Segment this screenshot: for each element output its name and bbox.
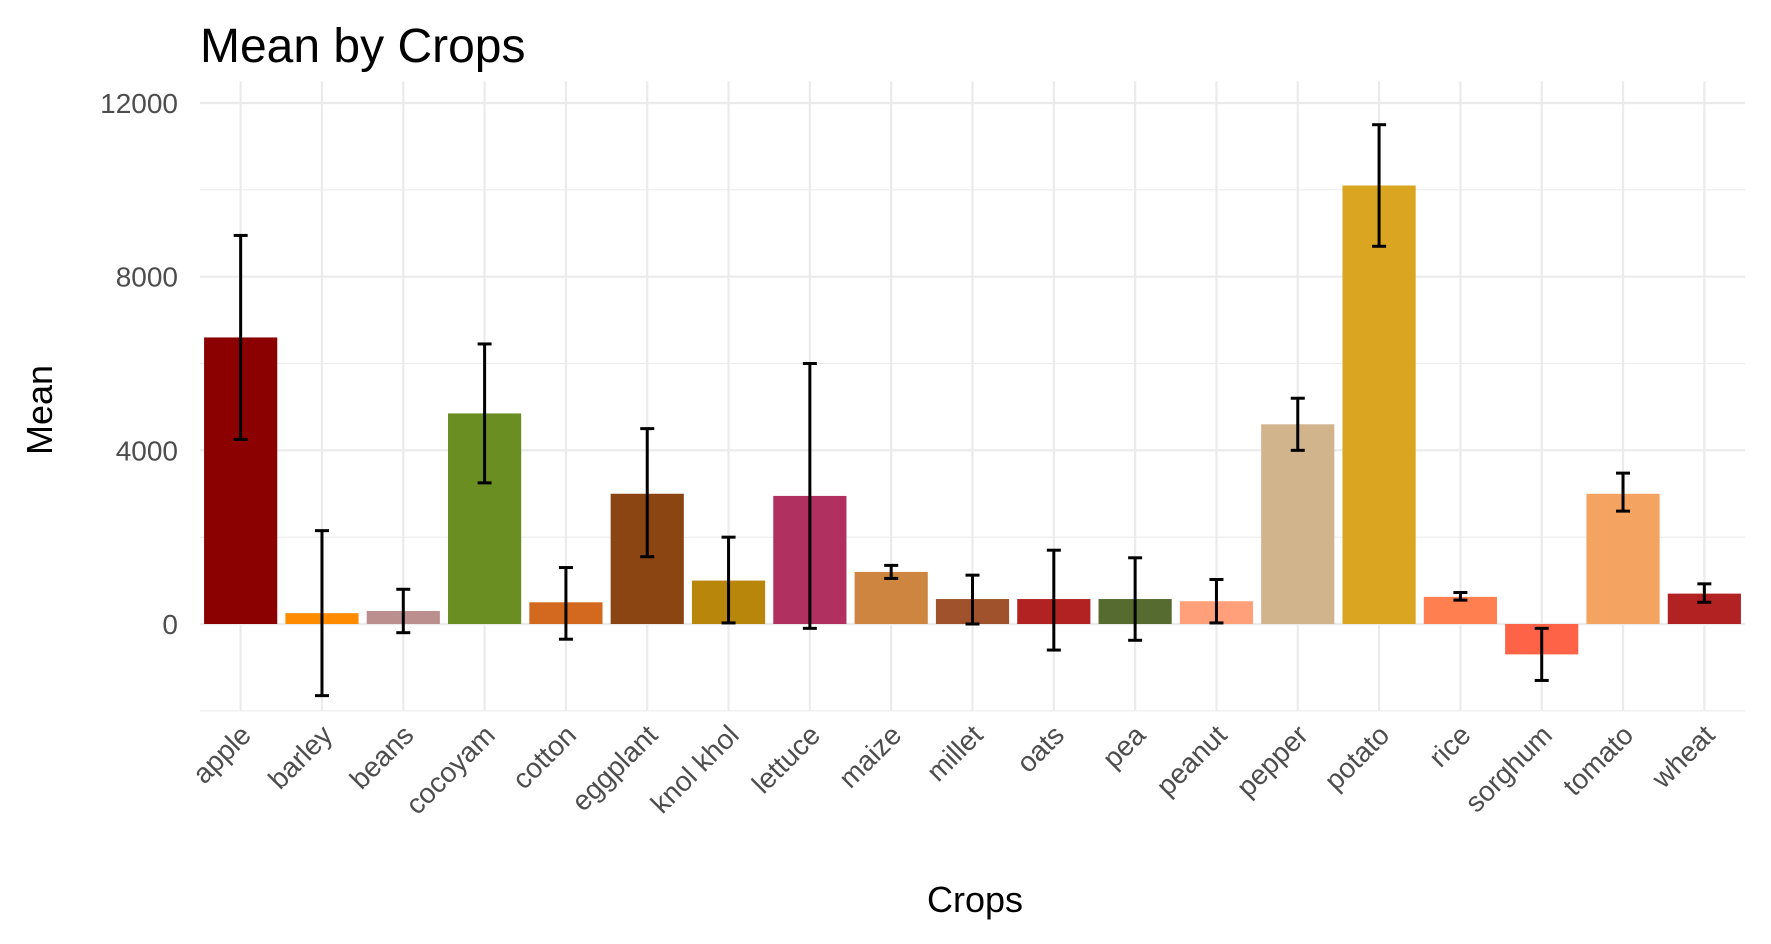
error-bar-pepper	[1290, 396, 1305, 452]
x-axis-title: Crops	[927, 879, 1023, 920]
error-bar-eggplant	[640, 427, 655, 559]
error-bar-wheat	[1697, 582, 1712, 604]
y-tick-label: 4000	[116, 435, 178, 466]
error-bar-sorghum	[1534, 626, 1549, 682]
error-bar-peanut	[1209, 577, 1224, 625]
bar-potato	[1342, 185, 1416, 624]
error-bar-oats	[1046, 548, 1061, 652]
error-bar-maize	[884, 563, 899, 580]
error-bar-potato	[1372, 123, 1387, 248]
chart-title: Mean by Crops	[200, 20, 525, 73]
y-tick-label: 8000	[116, 262, 178, 293]
error-bar-pea	[1128, 556, 1143, 642]
error-bar-beans	[396, 587, 411, 635]
y-axis-title: Mean	[19, 365, 60, 455]
bar-maize	[854, 571, 928, 624]
error-bar-cotton	[558, 566, 573, 641]
error-bars	[233, 123, 1712, 698]
error-bar-knol-khol	[721, 535, 736, 625]
error-bar-tomato	[1616, 471, 1631, 513]
error-bar-cocoyam	[477, 342, 492, 485]
error-bar-lettuce	[802, 362, 817, 630]
y-tick-label: 12000	[100, 88, 178, 119]
bar-pepper	[1261, 424, 1335, 624]
error-bar-apple	[233, 233, 248, 441]
error-bar-rice	[1453, 591, 1468, 602]
y-tick-label: 0	[162, 609, 178, 640]
error-bar-millet	[965, 573, 980, 626]
error-bar-barley	[314, 529, 329, 698]
y-axis-ticks: 0 4000 8000 12000	[100, 88, 178, 640]
bar-tomato	[1586, 493, 1660, 624]
